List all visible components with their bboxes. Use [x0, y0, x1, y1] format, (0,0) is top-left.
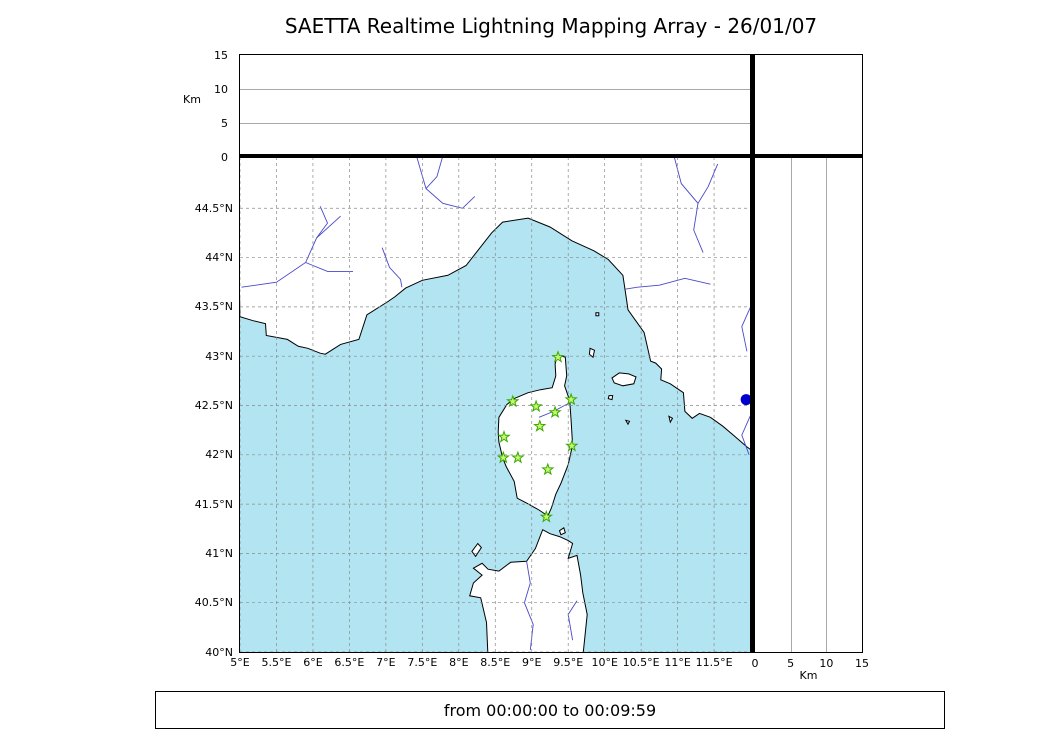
axis-frame-horizontal [239, 154, 863, 158]
lat-tick-label: 42.5°N [194, 398, 233, 412]
landmass-elba [611, 372, 637, 387]
lon-tick-label: 5°E [230, 656, 250, 669]
altitude-tick-label: 15 [855, 657, 869, 670]
river [741, 410, 752, 455]
plot-title: SAETTA Realtime Lightning Mapping Array … [284, 14, 818, 38]
sea-dot-marker [740, 394, 752, 406]
altitude-tick-label: 5 [221, 116, 228, 130]
lat-tick-label: 43.5°N [194, 300, 233, 314]
river [425, 157, 443, 189]
station-star-marker [564, 392, 578, 406]
lon-tick-label: 7°E [376, 656, 396, 669]
lat-tick-label: 40.5°N [194, 596, 233, 610]
altitude-gridline [240, 89, 752, 90]
altitude-axis-title-left: Km [183, 93, 201, 106]
lat-tick-label: 40°N [205, 645, 233, 659]
map-panel [239, 156, 753, 653]
altitude-axis-title-bottom: Km [799, 669, 818, 682]
lon-tick-label: 5.5°E [261, 656, 292, 669]
lat-tick-label: 42°N [205, 448, 233, 462]
station-star-marker [541, 462, 555, 476]
altitude-tick-label: 5 [787, 657, 795, 670]
alt-lat-panel [754, 156, 863, 653]
lat-tick-label: 44.5°N [194, 201, 233, 215]
station-star-marker [539, 509, 554, 523]
lon-tick-label: 11.5°E [695, 656, 733, 669]
landmass-sardinia [469, 528, 588, 652]
lat-tick-label: 41°N [205, 546, 233, 560]
landmass-montecristo [624, 419, 631, 426]
river [416, 157, 476, 209]
altitude-tick-label: 0 [751, 657, 759, 670]
stations-layer [496, 350, 579, 523]
river [316, 206, 329, 239]
altitude-tick-label: 0 [221, 150, 228, 164]
lon-tick-label: 9°E [522, 656, 542, 669]
altitude-tick-label: 10 [819, 657, 834, 670]
lon-tick-label: 6.5°E [334, 656, 365, 669]
station-star-marker [511, 450, 525, 464]
lon-tick-label: 9.5°E [553, 656, 584, 669]
lat-tick-label: 43°N [205, 349, 233, 363]
sea-marker-layer [740, 394, 752, 406]
landmass-giglio [668, 415, 674, 424]
lon-tick-label: 7.5°E [407, 656, 438, 669]
lon-tick-label: 10.5°E [622, 656, 660, 669]
landmass-maddalena [558, 527, 566, 536]
time-window-text: from 00:00:00 to 00:09:59 [443, 700, 657, 720]
status-bar: from 00:00:00 to 00:09:59 [155, 691, 945, 729]
landmass-capraia [588, 347, 596, 359]
altitude-gridline [240, 123, 752, 124]
lon-tick-label: 8°E [449, 656, 469, 669]
altitude-tick-label: 15 [214, 48, 228, 62]
river [697, 163, 719, 204]
station-star-marker [505, 394, 520, 408]
lat-tick-label: 41.5°N [194, 497, 233, 511]
alt-lon-panel [239, 54, 753, 158]
axis-frame-vertical [750, 54, 755, 653]
lon-tick-label: 6°E [303, 656, 323, 669]
station-star-marker [496, 450, 510, 464]
lat-tick-label: 44°N [205, 251, 233, 265]
lon-tick-label: 11°E [664, 656, 691, 669]
landmass-mainland-france-italy [240, 157, 752, 452]
landmass-gorgona [595, 312, 600, 317]
river [741, 302, 752, 352]
river [625, 277, 711, 290]
lon-tick-label: 8.5°E [480, 656, 511, 669]
longitude-axis-labels: 5°E 5.5°E 6°E 6.5°E 7°E 7.5°E 8°E 8.5°E 9°E 9.5°E… [230, 656, 752, 670]
station-star-marker [565, 438, 579, 452]
lon-tick-label: 10°E [591, 656, 618, 669]
altitude-gridline [826, 157, 828, 652]
altitude-axis-labels-horizontal: 0 5 10 15 [751, 657, 870, 670]
land-layer [240, 157, 752, 652]
river [673, 157, 704, 253]
altitude-tick-label: 10 [214, 82, 228, 96]
landmass-pianosa [607, 395, 614, 401]
rivers-layer [241, 157, 752, 651]
landmass-corsica [497, 354, 574, 517]
altitude-axis-labels-vertical: 0 5 10 15 [198, 49, 230, 164]
station-star-marker [551, 350, 565, 363]
station-star-marker [533, 419, 547, 432]
latitude-axis-labels: 44.5°N 44°N 43.5°N 43°N 42.5°N 42°N 41.5°N 41°N… [153, 157, 235, 659]
station-star-marker [497, 429, 511, 443]
alt-histogram-panel [754, 54, 863, 158]
station-star-marker [529, 399, 543, 413]
station-star-marker [548, 405, 562, 419]
altitude-gridline [790, 157, 792, 652]
map-canvas [240, 157, 752, 652]
